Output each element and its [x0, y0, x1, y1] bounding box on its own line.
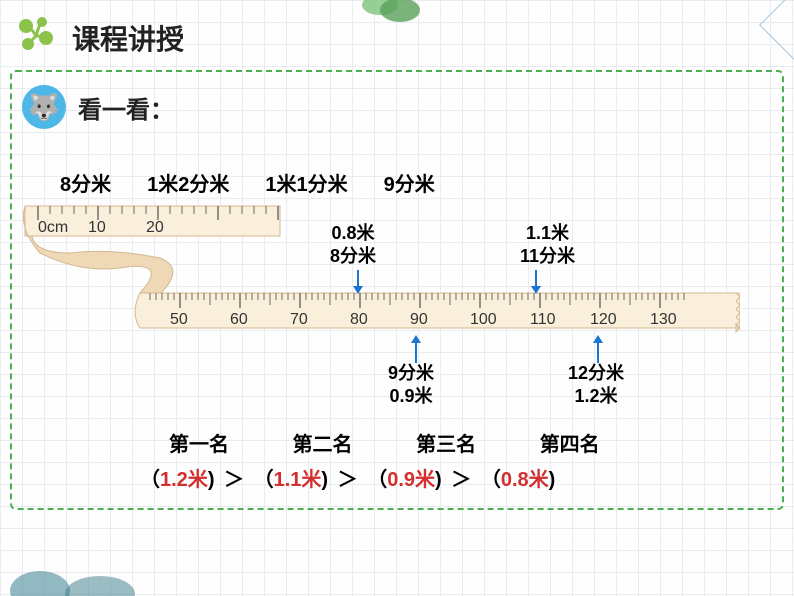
leaf-decoration [350, 0, 430, 30]
wolf-icon: 🐺 [22, 85, 66, 129]
measure-3: 1米1分米 [265, 168, 347, 197]
rank-val-4: 0.8米 [501, 469, 549, 491]
measure-4: 9分米 [384, 168, 435, 197]
svg-text:100: 100 [470, 311, 497, 328]
measure-1: 8分米 [60, 168, 111, 197]
label-bottom-right: 12分米 1.2米 [568, 362, 624, 409]
rank-val-3: 0.9米 [387, 469, 435, 491]
ruler-label-0cm: 0cm [38, 219, 68, 236]
rank-val-1: 1.2米 [160, 469, 208, 491]
arrow-up-icon [410, 335, 422, 363]
rank-val-2: 1.1米 [274, 469, 322, 491]
bottom-decoration [0, 556, 200, 596]
svg-text:110: 110 [530, 311, 556, 328]
svg-text:70: 70 [290, 311, 308, 328]
label-top-left: 0.8米 8分米 [330, 222, 376, 269]
rank-header-1: 第一名 [140, 428, 258, 457]
measure-2: 1米2分米 [147, 168, 229, 197]
label-top-right: 1.1米 11分米 [520, 222, 575, 269]
ruler-illustration: 0cm 10 20 50 60 70 80 90 100 110 120 130 [20, 198, 740, 348]
svg-text:60: 60 [230, 311, 248, 328]
ranking-block: 第一名 第二名 第三名 第四名 （1.2米) ＞ （1.1米) ＞ （0.9米)… [140, 428, 629, 492]
svg-text:50: 50 [170, 311, 188, 328]
rank-header-4: 第四名 [511, 428, 629, 457]
rank-header-2: 第二名 [264, 428, 382, 457]
rank-header-3: 第三名 [387, 428, 505, 457]
svg-text:90: 90 [410, 311, 428, 328]
svg-text:80: 80 [350, 311, 368, 328]
arrow-down-icon [530, 270, 542, 294]
page-title: 课程讲授 [72, 18, 184, 58]
page-corner-fold [759, 0, 794, 60]
section-subtitle: 看一看： [78, 90, 174, 125]
ruler-label-20: 20 [146, 219, 164, 236]
ruler-label-10: 10 [88, 219, 106, 236]
logo-icon [12, 12, 60, 60]
svg-text:120: 120 [590, 311, 617, 328]
svg-text:130: 130 [650, 311, 677, 328]
measurement-row: 8分米 1米2分米 1米1分米 9分米 [60, 168, 435, 197]
arrow-down-icon [352, 270, 364, 294]
label-bottom-left: 9分米 0.9米 [388, 362, 434, 409]
arrow-up-icon [592, 335, 604, 363]
